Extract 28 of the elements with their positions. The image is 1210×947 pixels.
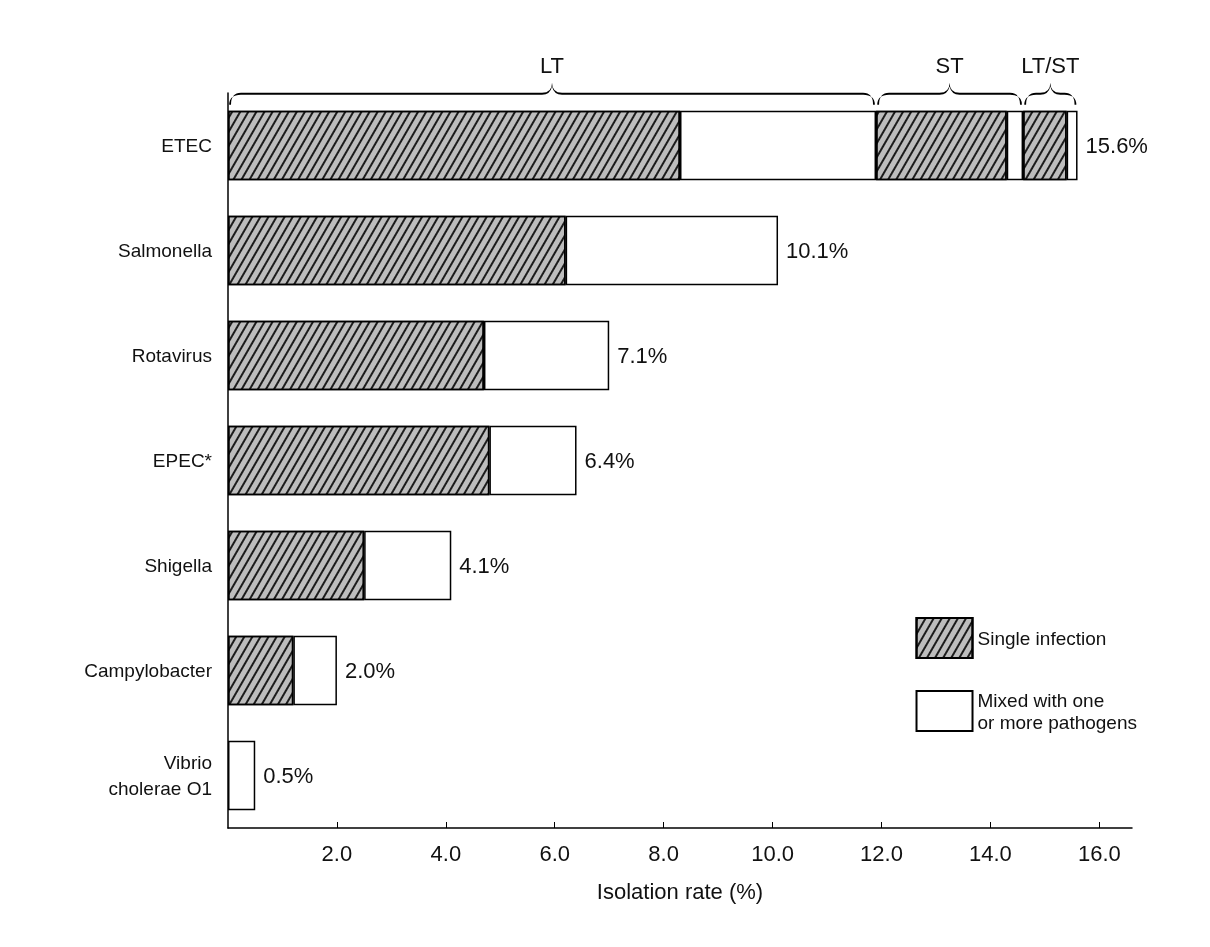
text: LT/ST	[1021, 52, 1080, 78]
total-label: 2.0%	[344, 658, 396, 683]
legend-label: Single infection	[977, 627, 1107, 649]
x-tick-label: 4.0	[430, 840, 462, 866]
x-tick-label: 8.0	[648, 840, 679, 866]
y-tick-label: ETEC	[161, 135, 212, 156]
x-tick-label: 2.0	[321, 840, 353, 866]
text: LT	[540, 52, 565, 78]
y-tick-label: Shigella	[144, 555, 213, 576]
total-label: 6.4%	[584, 448, 635, 473]
y-tick-label: Campylobacter	[84, 660, 213, 681]
y-tick-label: EPEC*	[152, 450, 213, 471]
total-label: 7.1%	[617, 343, 668, 368]
text: ST	[935, 52, 964, 78]
x-tick-label: 10.0	[751, 840, 794, 866]
total-label: 10.1%	[786, 238, 849, 263]
legend-label: Mixed with one or more pathogens	[977, 689, 1138, 733]
x-tick-label: 12.0	[860, 840, 903, 866]
y-tick-label: Rotavirus	[131, 345, 212, 366]
y-tick-label: Salmonella	[118, 240, 213, 261]
y-tick-label: Vibrio cholerae O1	[108, 752, 212, 799]
total-label: 15.6%	[1085, 133, 1148, 158]
x-axis-title: Isolation rate (%)	[596, 878, 764, 904]
x-tick-label: 14.0	[969, 840, 1012, 866]
total-label: 0.5%	[263, 763, 314, 788]
total-label: 4.1%	[459, 553, 510, 578]
x-tick-label: 16.0	[1077, 840, 1121, 866]
x-tick-label: 6.0	[539, 840, 571, 866]
